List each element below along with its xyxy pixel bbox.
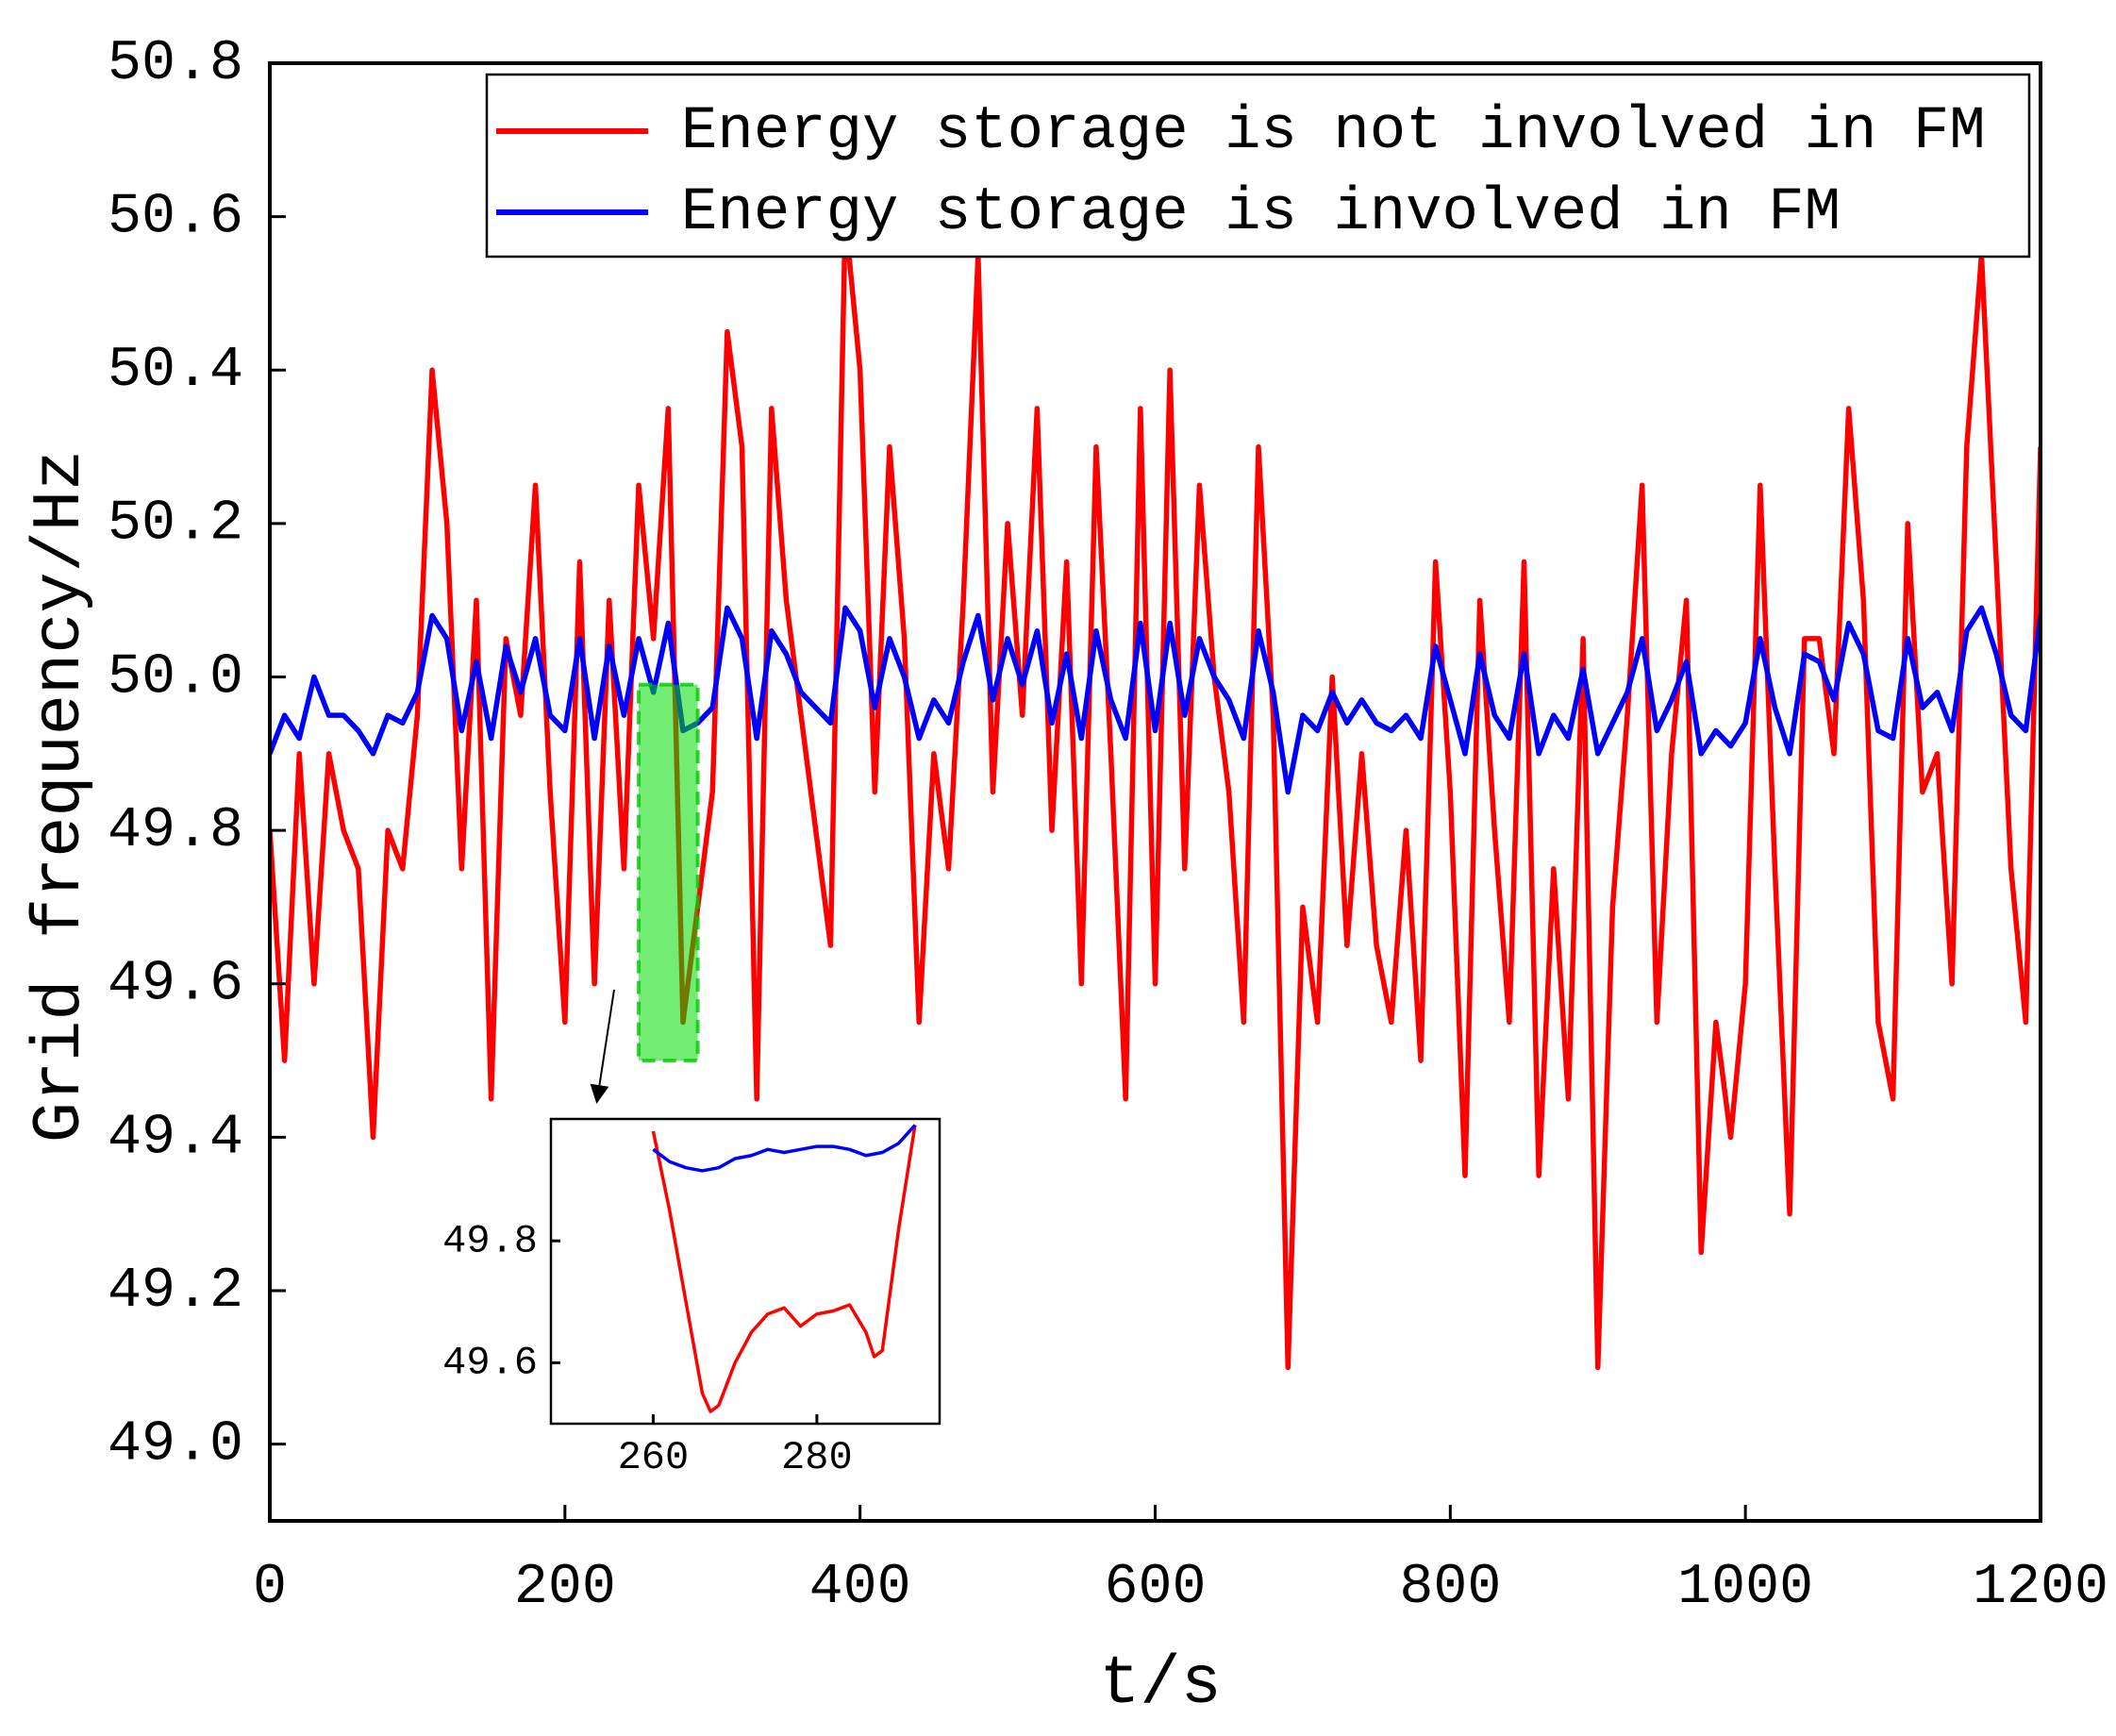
y-tick-label: 50.0 xyxy=(108,645,243,709)
x-tick-label: 800 xyxy=(1399,1556,1501,1620)
y-tick-label: 49.4 xyxy=(108,1106,243,1170)
axes-frame xyxy=(549,1117,941,1426)
axes-frame xyxy=(268,61,2042,1523)
legend-label: Energy storage is involved in FM xyxy=(681,179,1841,247)
x-tick-label: 280 xyxy=(781,1435,853,1480)
y-tick-label: 49.6 xyxy=(108,953,243,1017)
series-line xyxy=(652,1124,917,1173)
y-tick-label: 49.2 xyxy=(108,1260,243,1324)
x-axis-label: t/s xyxy=(1099,1645,1222,1723)
inset-bg xyxy=(551,1119,940,1424)
x-tick-label: 1200 xyxy=(1973,1556,2108,1620)
x-tick-label: 260 xyxy=(618,1435,690,1480)
legend-box xyxy=(485,73,2031,259)
series-line xyxy=(270,605,2041,795)
highlight-region xyxy=(637,682,700,1063)
x-tick-label: 1000 xyxy=(1677,1556,1813,1620)
y-axis-label: Grid frequency/Hz xyxy=(22,450,99,1143)
plot-area xyxy=(270,213,2041,1371)
y-tick-label: 49.0 xyxy=(108,1413,243,1477)
x-tick-label: 600 xyxy=(1104,1556,1206,1620)
legend-label: Energy storage is not involved in FM xyxy=(681,98,1986,166)
series-line xyxy=(651,1125,917,1413)
x-tick-label: 200 xyxy=(514,1556,616,1620)
plot-area xyxy=(651,1124,917,1413)
y-tick-label: 49.8 xyxy=(108,799,243,863)
y-tick-label: 50.6 xyxy=(108,185,243,249)
y-tick-label: 50.2 xyxy=(108,492,243,557)
y-tick-label: 49.6 xyxy=(442,1340,538,1385)
y-tick-label: 50.8 xyxy=(108,32,243,96)
y-tick-label: 49.8 xyxy=(442,1218,538,1263)
zoom-arrow xyxy=(590,989,615,1104)
y-tick-label: 50.4 xyxy=(108,339,243,403)
series-line xyxy=(270,213,2041,1371)
x-tick-label: 400 xyxy=(809,1556,911,1620)
x-tick-label: 0 xyxy=(253,1556,287,1620)
